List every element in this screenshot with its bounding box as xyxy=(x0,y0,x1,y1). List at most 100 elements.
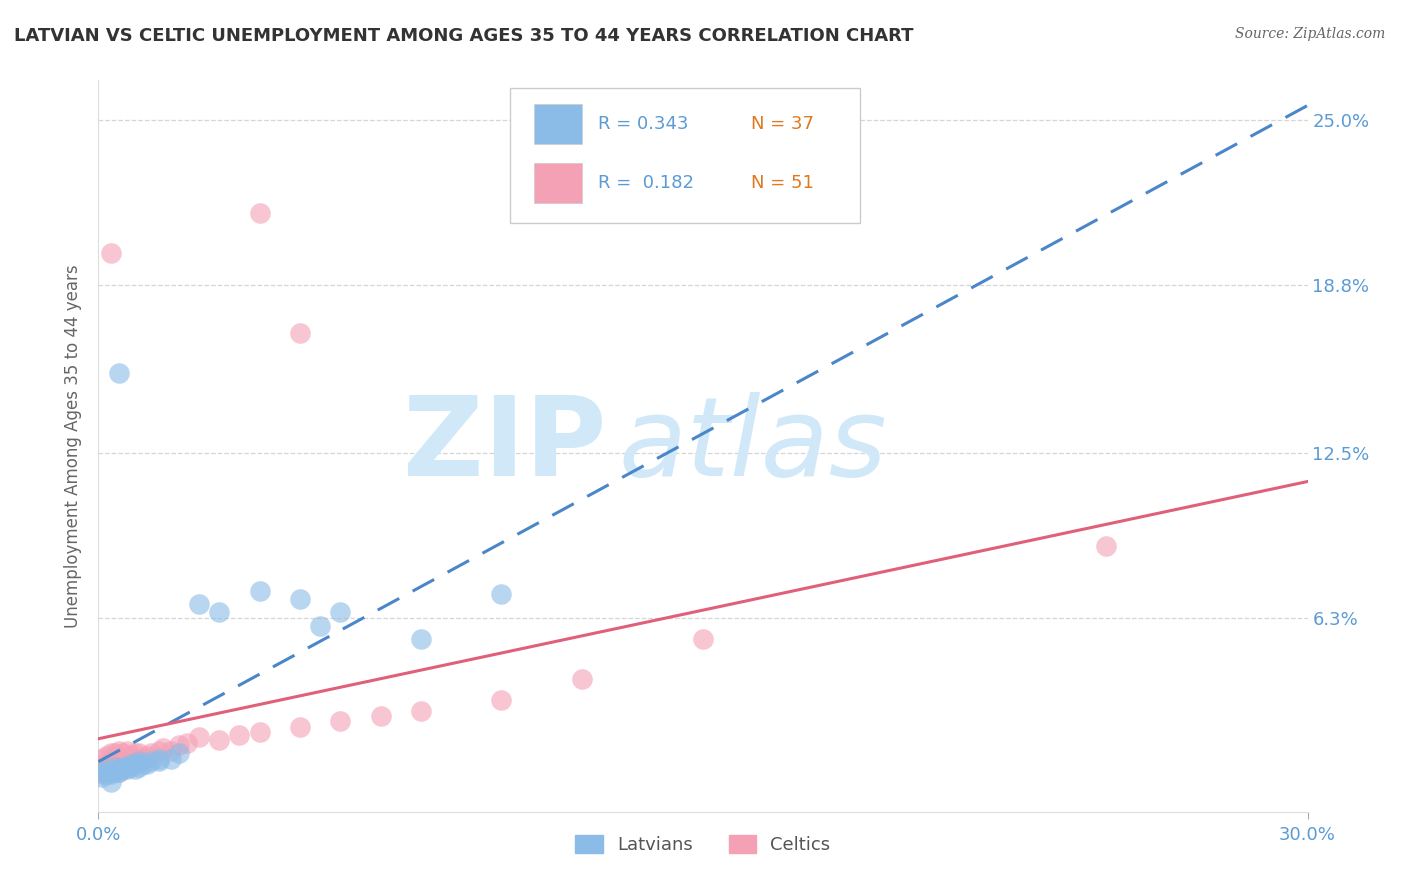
Point xyxy=(96,762,118,776)
Point xyxy=(124,762,146,776)
Point xyxy=(107,751,129,765)
Point xyxy=(370,709,392,723)
Point xyxy=(107,759,129,773)
Point xyxy=(409,704,432,718)
FancyBboxPatch shape xyxy=(509,87,860,223)
Point xyxy=(288,591,311,606)
Point xyxy=(135,748,157,763)
Point xyxy=(132,756,155,771)
Point xyxy=(115,762,138,776)
Point xyxy=(148,754,170,768)
Point xyxy=(107,762,129,776)
Point xyxy=(124,754,146,768)
Point xyxy=(91,767,114,781)
Point xyxy=(148,751,170,765)
Point xyxy=(91,764,114,779)
Point xyxy=(107,743,129,757)
Point xyxy=(128,754,150,768)
Point xyxy=(91,751,114,765)
Point xyxy=(115,743,138,757)
Point xyxy=(135,756,157,771)
Point xyxy=(571,672,593,686)
Point xyxy=(100,746,122,760)
Point xyxy=(167,738,190,752)
Text: R = 0.343: R = 0.343 xyxy=(598,115,689,133)
Point xyxy=(309,618,332,632)
Point xyxy=(103,746,125,760)
Point xyxy=(160,743,183,757)
Point xyxy=(491,586,513,600)
Point xyxy=(96,748,118,763)
Point xyxy=(228,728,250,742)
Point xyxy=(100,767,122,781)
Point xyxy=(1095,539,1118,553)
Y-axis label: Unemployment Among Ages 35 to 44 years: Unemployment Among Ages 35 to 44 years xyxy=(65,264,83,628)
Point xyxy=(128,746,150,760)
Point xyxy=(124,746,146,760)
Point xyxy=(208,732,231,747)
Point xyxy=(132,751,155,765)
Text: LATVIAN VS CELTIC UNEMPLOYMENT AMONG AGES 35 TO 44 YEARS CORRELATION CHART: LATVIAN VS CELTIC UNEMPLOYMENT AMONG AGE… xyxy=(14,27,914,45)
Bar xyxy=(534,104,582,145)
Point xyxy=(692,632,714,646)
Point xyxy=(249,206,271,220)
Point xyxy=(120,756,142,771)
Point xyxy=(100,775,122,789)
Point xyxy=(100,762,122,776)
Point xyxy=(107,764,129,779)
Point xyxy=(115,759,138,773)
Point xyxy=(100,246,122,260)
Point xyxy=(111,746,134,760)
Point xyxy=(115,759,138,773)
Text: atlas: atlas xyxy=(619,392,887,500)
Point xyxy=(249,725,271,739)
Text: N = 37: N = 37 xyxy=(751,115,814,133)
Legend: Latvians, Celtics: Latvians, Celtics xyxy=(575,835,831,854)
Point xyxy=(91,759,114,773)
Point xyxy=(124,756,146,771)
Point xyxy=(288,326,311,340)
Point xyxy=(111,762,134,776)
Point xyxy=(160,751,183,765)
Point xyxy=(208,605,231,619)
Point xyxy=(120,748,142,763)
Point xyxy=(96,756,118,771)
Point xyxy=(152,740,174,755)
Text: Source: ZipAtlas.com: Source: ZipAtlas.com xyxy=(1234,27,1385,41)
Point xyxy=(96,764,118,779)
Point xyxy=(103,754,125,768)
Point xyxy=(100,764,122,779)
Point xyxy=(491,693,513,707)
Point xyxy=(103,759,125,773)
Text: N = 51: N = 51 xyxy=(751,174,814,192)
Point xyxy=(96,767,118,781)
Point xyxy=(329,714,352,729)
Point xyxy=(148,743,170,757)
Point xyxy=(103,764,125,779)
Point xyxy=(139,746,162,760)
Point xyxy=(288,720,311,734)
Point xyxy=(100,754,122,768)
Point xyxy=(329,605,352,619)
Point xyxy=(188,731,211,745)
Point xyxy=(249,584,271,599)
Point xyxy=(111,762,134,776)
Text: ZIP: ZIP xyxy=(404,392,606,500)
Point xyxy=(111,754,134,768)
Point xyxy=(103,762,125,776)
Point xyxy=(120,756,142,771)
Point xyxy=(167,746,190,760)
Text: R =  0.182: R = 0.182 xyxy=(598,174,693,192)
Point xyxy=(91,770,114,784)
Point xyxy=(188,597,211,611)
Point xyxy=(107,366,129,380)
Point xyxy=(120,759,142,773)
Point xyxy=(409,632,432,646)
Point xyxy=(128,759,150,773)
Point xyxy=(111,759,134,773)
Point xyxy=(115,751,138,765)
Bar xyxy=(534,162,582,202)
Point xyxy=(128,754,150,768)
Point xyxy=(107,764,129,779)
Point xyxy=(139,754,162,768)
